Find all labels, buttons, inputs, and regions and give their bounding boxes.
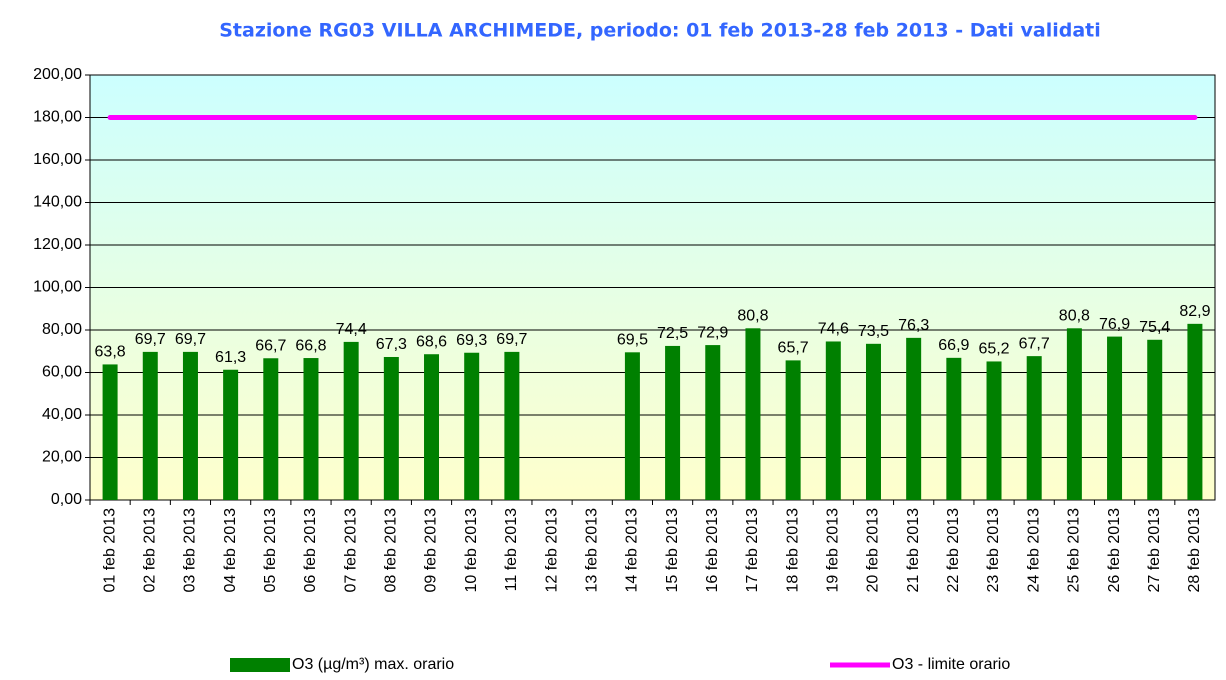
data-label: 73,5 xyxy=(858,323,889,340)
bar xyxy=(865,343,881,500)
bar xyxy=(986,361,1002,500)
data-label: 75,4 xyxy=(1139,319,1170,336)
x-tick-label: 01 feb 2013 xyxy=(101,508,118,593)
x-tick-label: 18 feb 2013 xyxy=(784,508,801,593)
data-label: 66,7 xyxy=(255,337,286,354)
bar xyxy=(263,358,279,500)
bar xyxy=(303,358,319,500)
x-tick-label: 28 feb 2013 xyxy=(1186,508,1203,593)
data-label: 61,3 xyxy=(215,349,246,366)
data-label: 65,2 xyxy=(978,341,1009,358)
bar xyxy=(102,364,118,500)
data-label: 68,6 xyxy=(416,333,447,350)
y-tick-label: 20,00 xyxy=(42,449,82,466)
x-tick-label: 26 feb 2013 xyxy=(1106,508,1123,593)
data-label: 66,9 xyxy=(938,337,969,354)
x-tick-label: 11 feb 2013 xyxy=(503,508,520,591)
bar xyxy=(946,357,962,500)
x-tick-label: 09 feb 2013 xyxy=(423,508,440,593)
bar xyxy=(142,351,158,500)
data-label: 80,8 xyxy=(1059,308,1090,325)
legend-label: O3 - limite orario xyxy=(892,656,1010,673)
y-tick-label: 0,00 xyxy=(51,491,82,508)
bar xyxy=(825,341,841,500)
x-tick-label: 13 feb 2013 xyxy=(583,508,600,593)
x-tick-label: 06 feb 2013 xyxy=(302,508,319,593)
data-label: 82,9 xyxy=(1179,303,1210,320)
bar xyxy=(1187,323,1203,500)
y-tick-label: 100,00 xyxy=(33,279,82,296)
legend-label: O3 (µg/m³) max. orario xyxy=(292,656,454,673)
x-tick-label: 08 feb 2013 xyxy=(383,508,400,593)
data-label: 67,3 xyxy=(376,336,407,353)
x-tick-label: 15 feb 2013 xyxy=(664,508,681,593)
bar xyxy=(464,352,480,500)
data-label: 74,6 xyxy=(818,321,849,338)
x-tick-label: 24 feb 2013 xyxy=(1025,508,1042,593)
x-tick-label: 25 feb 2013 xyxy=(1066,508,1083,593)
data-label: 69,7 xyxy=(496,331,527,348)
bar xyxy=(1107,336,1123,500)
y-tick-label: 80,00 xyxy=(42,321,82,338)
data-label: 63,8 xyxy=(95,344,126,361)
y-tick-label: 180,00 xyxy=(33,109,82,126)
bar xyxy=(1026,356,1042,500)
x-tick-label: 21 feb 2013 xyxy=(905,508,922,593)
x-tick-label: 04 feb 2013 xyxy=(222,508,239,593)
x-tick-label: 19 feb 2013 xyxy=(825,508,842,593)
x-tick-label: 07 feb 2013 xyxy=(342,508,359,593)
x-tick-label: 03 feb 2013 xyxy=(182,508,199,593)
bar xyxy=(182,351,198,500)
x-tick-label: 12 feb 2013 xyxy=(543,508,560,593)
y-tick-label: 200,00 xyxy=(33,66,82,83)
bar xyxy=(624,352,640,500)
data-label: 74,4 xyxy=(336,321,367,338)
bar xyxy=(343,341,359,500)
x-tick-label: 10 feb 2013 xyxy=(463,508,480,593)
bar xyxy=(504,351,520,500)
y-tick-label: 160,00 xyxy=(33,151,82,168)
bar xyxy=(665,345,681,500)
y-tick-label: 60,00 xyxy=(42,364,82,381)
x-tick-label: 20 feb 2013 xyxy=(865,508,882,593)
x-tick-label: 16 feb 2013 xyxy=(704,508,721,593)
y-tick-label: 140,00 xyxy=(33,194,82,211)
data-label: 67,7 xyxy=(1019,335,1050,352)
data-label: 80,8 xyxy=(737,308,768,325)
data-label: 69,5 xyxy=(617,332,648,349)
bar xyxy=(705,345,721,500)
y-tick-label: 120,00 xyxy=(33,236,82,253)
bar xyxy=(1066,328,1082,500)
bar xyxy=(424,354,440,500)
x-tick-label: 23 feb 2013 xyxy=(985,508,1002,593)
data-label: 72,9 xyxy=(697,324,728,341)
bar xyxy=(1147,339,1163,500)
bar xyxy=(785,360,801,500)
x-tick-label: 17 feb 2013 xyxy=(744,508,761,593)
data-label: 69,7 xyxy=(135,331,166,348)
bar xyxy=(745,328,761,500)
bar xyxy=(223,369,239,500)
x-tick-label: 02 feb 2013 xyxy=(141,508,158,593)
bar xyxy=(383,356,399,500)
y-tick-label: 40,00 xyxy=(42,406,82,423)
bar xyxy=(906,337,922,500)
data-label: 69,3 xyxy=(456,332,487,349)
data-label: 65,7 xyxy=(778,340,809,357)
x-tick-label: 05 feb 2013 xyxy=(262,508,279,593)
data-label: 72,5 xyxy=(657,325,688,342)
x-tick-label: 27 feb 2013 xyxy=(1146,508,1163,593)
data-label: 76,3 xyxy=(898,317,929,334)
x-tick-label: 22 feb 2013 xyxy=(945,508,962,593)
data-label: 76,9 xyxy=(1099,316,1130,333)
x-tick-label: 14 feb 2013 xyxy=(624,508,641,593)
data-label: 66,8 xyxy=(295,337,326,354)
data-label: 69,7 xyxy=(175,331,206,348)
chart-title: Stazione RG03 VILLA ARCHIMEDE, periodo: … xyxy=(219,20,1101,42)
legend-swatch xyxy=(230,658,290,672)
